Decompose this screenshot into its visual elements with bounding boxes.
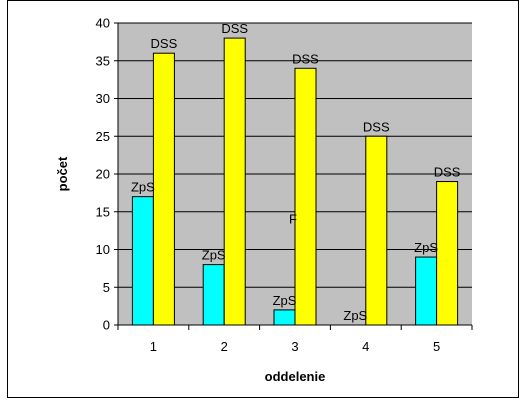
data-label-zps-3: ZpS (273, 293, 297, 308)
bar-dss-5 (436, 181, 459, 326)
data-label-dss-3: DSS (292, 51, 319, 66)
x-tick-label: 1 (150, 339, 157, 354)
bar-zps-2 (202, 264, 225, 326)
bar-dss-1 (152, 52, 175, 326)
bar-dss-2 (223, 37, 246, 326)
y-tick-label: 35 (96, 53, 110, 68)
bar-zps-1 (131, 196, 154, 326)
data-label-dss-1: DSS (151, 36, 178, 51)
annotation-label: F (289, 211, 297, 226)
bars (131, 37, 459, 326)
data-label-dss-2: DSS (221, 21, 248, 36)
y-tick-label: 25 (96, 129, 110, 144)
y-tick-label: 10 (96, 242, 110, 257)
bar-zps-3 (273, 309, 296, 326)
x-tick-label: 3 (291, 339, 298, 354)
y-axis-ticks: 0 5 10 15 20 25 30 35 40 (96, 16, 118, 333)
x-tick-label: 5 (433, 339, 440, 354)
bar-zps-5 (415, 256, 438, 326)
y-tick-label: 5 (103, 280, 110, 295)
y-axis-title: počet (55, 156, 70, 191)
data-label-zps-1: ZpS (131, 180, 155, 195)
x-tick-label: 4 (362, 339, 369, 354)
x-axis-title: oddelenie (265, 369, 326, 384)
data-label-dss-4: DSS (363, 119, 390, 134)
data-label-zps-5: ZpS (414, 240, 438, 255)
data-labels: ZpS DSS ZpS DSS ZpS DSS ZpS DSS ZpS DSS F (131, 21, 461, 323)
y-tick-label: 30 (96, 91, 110, 106)
x-tick-label: 2 (221, 339, 228, 354)
x-axis-ticks: 1 2 3 4 5 (117, 325, 473, 354)
y-tick-label: 40 (96, 16, 110, 31)
data-label-dss-5: DSS (434, 165, 461, 180)
y-tick-label: 15 (96, 204, 110, 219)
data-label-zps-2: ZpS (202, 248, 226, 263)
data-label-zps-4: ZpS (343, 308, 367, 323)
bar-dss-3 (294, 67, 317, 326)
bar-dss-4 (365, 135, 388, 326)
y-tick-label: 0 (103, 318, 110, 333)
y-tick-label: 20 (96, 167, 110, 182)
